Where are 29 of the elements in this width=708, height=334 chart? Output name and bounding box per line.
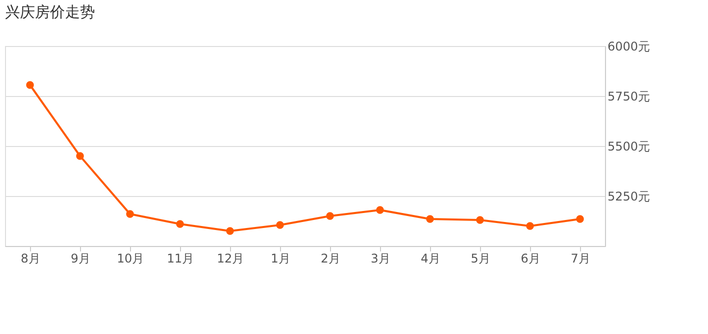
point xyxy=(176,220,184,228)
point xyxy=(226,227,234,235)
x-tick-label: 6月 xyxy=(520,252,540,266)
x-tick-label: 7月 xyxy=(570,252,590,266)
x-tick-label: 12月 xyxy=(216,252,244,266)
x-tick-label: 8月 xyxy=(20,252,40,266)
point xyxy=(26,81,34,89)
point xyxy=(326,212,334,220)
x-tick-label: 9月 xyxy=(70,252,90,266)
x-tick-label: 11月 xyxy=(166,252,194,266)
point xyxy=(476,216,484,224)
y-tick-label: 5500元 xyxy=(608,140,650,154)
x-tick-label: 5月 xyxy=(470,252,490,266)
y-tick-label: 5750元 xyxy=(608,90,650,104)
point xyxy=(76,152,84,160)
point xyxy=(426,215,434,223)
x-tick-label: 3月 xyxy=(370,252,390,266)
x-tick-label: 10月 xyxy=(116,252,144,266)
point xyxy=(526,222,534,230)
y-tick-label: 6000元 xyxy=(608,40,650,54)
x-tick-label: 4月 xyxy=(420,252,440,266)
point xyxy=(576,215,584,223)
point xyxy=(376,206,384,214)
x-tick-label: 1月 xyxy=(270,252,290,266)
x-tick-label: 2月 xyxy=(320,252,340,266)
y-tick-label: 5250元 xyxy=(608,190,650,204)
point xyxy=(126,210,134,218)
chart-title: 兴庆房价走势 xyxy=(5,3,95,21)
point xyxy=(276,221,284,229)
